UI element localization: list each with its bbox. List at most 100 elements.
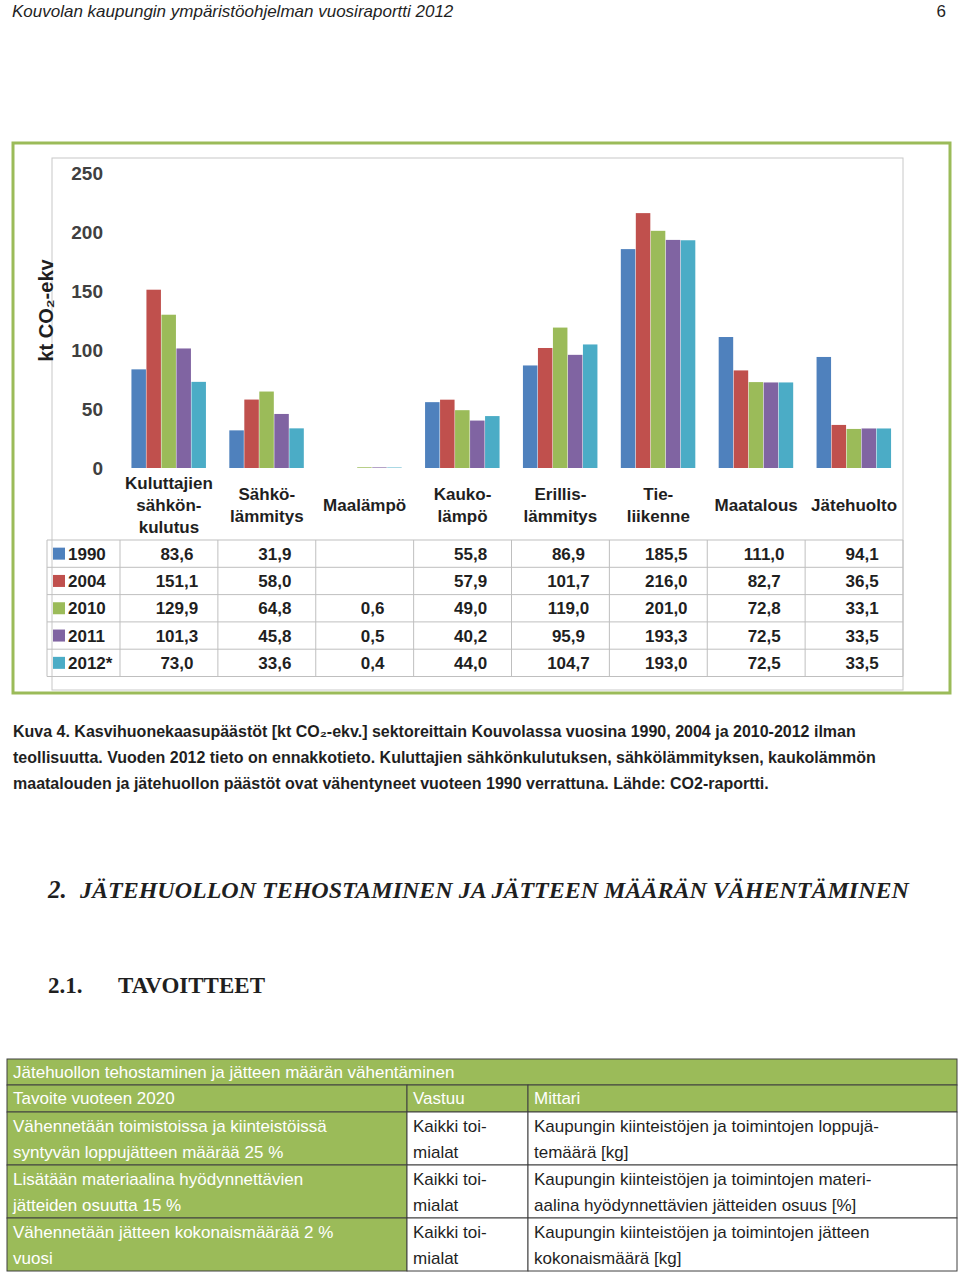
table-cell-text: Kaikki toi-mialat (413, 1117, 487, 1162)
bars (131, 213, 891, 468)
bar (455, 410, 470, 468)
table-rule (413, 540, 414, 677)
bar (357, 467, 372, 468)
bar (289, 428, 304, 468)
data-label: 40,2 (454, 627, 487, 646)
table-rule (47, 540, 48, 677)
data-label: 33,6 (258, 654, 291, 673)
category-label: Kauko-lämpö (434, 485, 492, 526)
bar (681, 240, 696, 468)
data-label: 45,8 (258, 627, 291, 646)
table-cell-text: Lisätään materiaalina hyödynnettävienjät… (12, 1170, 303, 1215)
bar (734, 370, 749, 468)
data-label: 94,1 (846, 545, 879, 564)
data-label: 111,0 (744, 545, 785, 564)
table-rule (47, 649, 903, 650)
bar (176, 348, 191, 468)
data-label: 33,5 (846, 654, 879, 673)
table-rule (47, 567, 903, 568)
data-label: 216,0 (645, 572, 688, 591)
table-cell-text: Kaupungin kiinteistöjen ja toimintojen m… (534, 1170, 871, 1215)
bar (779, 382, 794, 468)
bar (538, 348, 553, 468)
table-header: Tavoite vuoteen 2020 (13, 1089, 175, 1108)
legend-swatch (53, 657, 65, 669)
data-label: 119,0 (548, 599, 590, 618)
table-title-cell (7, 1059, 957, 1085)
table-rule (315, 540, 316, 677)
data-label: 55,8 (454, 545, 487, 564)
table-cell-text: Kaupungin kiinteistöjen ja toimintojen j… (534, 1223, 870, 1268)
table-cell (7, 1112, 407, 1165)
caption-line: teollisuutta. Vuoden 2012 tieto on ennak… (13, 749, 876, 766)
legend-swatch (53, 602, 65, 614)
legend-swatch (53, 630, 65, 642)
bar (485, 416, 500, 468)
y-tick (108, 409, 112, 410)
legend-label: 2012* (68, 654, 113, 673)
y-tick (108, 350, 112, 351)
bar (440, 400, 455, 468)
section-number: 2. (47, 876, 67, 903)
table-rule (903, 540, 904, 677)
bar (131, 369, 146, 468)
legend-swatch (53, 548, 65, 560)
data-label: 95,9 (552, 627, 585, 646)
legend-label: 1990 (68, 545, 106, 564)
section-title: JÄTEHUOLLON TEHOSTAMINEN JA JÄTTEEN MÄÄR… (79, 877, 910, 903)
chart-area (52, 158, 903, 690)
data-label: 31,9 (258, 545, 291, 564)
bar (719, 337, 734, 468)
data-label: 33,5 (846, 627, 879, 646)
bar (764, 382, 779, 468)
table-cell (7, 1165, 407, 1218)
caption-line: Kuva 4. Kasvihuonekaasupäästöt [kt CO₂-e… (13, 723, 856, 740)
bar (877, 428, 892, 468)
bar (259, 392, 274, 468)
data-label: 101,7 (547, 572, 590, 591)
table-cell (407, 1165, 528, 1218)
legend-label: 2010 (68, 599, 106, 618)
category-label: Maalämpö (323, 496, 406, 515)
category-label: Maatalous (715, 496, 798, 515)
table-header: Mittari (534, 1089, 580, 1108)
y-tick (108, 232, 112, 233)
table-cell (407, 1218, 528, 1271)
legend-swatch (53, 575, 65, 587)
y-tick-label: 200 (71, 222, 103, 243)
table-title: Jätehuollon tehostaminen ja jätteen määr… (13, 1063, 454, 1082)
data-label: 83,6 (160, 545, 193, 564)
data-label: 73,0 (160, 654, 193, 673)
header-title: Kouvolan kaupungin ympäristöohjelman vuo… (12, 2, 454, 21)
table-cell-text: Kaikki toi-mialat (413, 1170, 487, 1215)
data-label: 72,5 (748, 627, 781, 646)
category-label: Tie-liikenne (627, 485, 690, 526)
table-rule (217, 540, 218, 677)
data-label: 185,5 (645, 545, 688, 564)
bar (553, 328, 568, 468)
table-cell (528, 1165, 957, 1218)
subsection-number: 2.1. (48, 973, 83, 998)
table-cell-text: Kaikki toi-mialat (413, 1223, 487, 1268)
bar (749, 382, 764, 468)
bar (470, 421, 485, 468)
bar (425, 402, 440, 468)
y-tick (108, 468, 112, 469)
y-tick-label: 150 (71, 281, 103, 302)
data-label: 193,3 (645, 627, 688, 646)
data-label: 193,0 (645, 654, 688, 673)
table-cell-text: Vähennetään toimistoissa ja kiinteistöis… (13, 1117, 327, 1162)
data-label: 33,1 (846, 599, 879, 618)
data-label: 36,5 (846, 572, 879, 591)
data-label: 82,7 (748, 572, 781, 591)
table-header-cell (528, 1085, 957, 1112)
page-background (0, 0, 960, 1275)
data-label: 72,8 (748, 599, 781, 618)
data-label: 64,8 (258, 599, 291, 618)
table-cell-text: Kaupungin kiinteistöjen ja toimintojen l… (534, 1117, 879, 1162)
page: Kouvolan kaupungin ympäristöohjelman vuo… (0, 0, 960, 1275)
table-rule (47, 594, 903, 595)
bar (583, 344, 598, 468)
data-label: 0,5 (361, 627, 385, 646)
data-label: 44,0 (454, 654, 487, 673)
